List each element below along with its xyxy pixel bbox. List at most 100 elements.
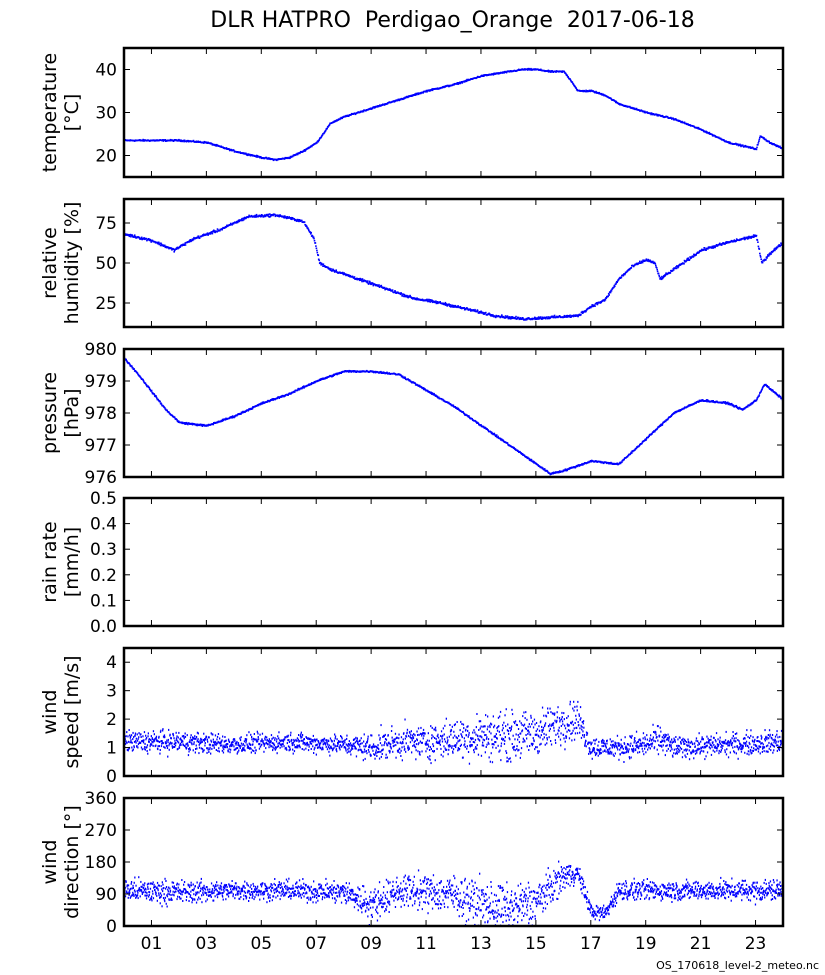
- data-point: [147, 735, 149, 738]
- data-point: [566, 74, 569, 77]
- data-point: [235, 221, 238, 224]
- data-point: [761, 388, 763, 390]
- data-point: [492, 314, 494, 316]
- data-point: [402, 293, 405, 296]
- data-point: [517, 450, 520, 452]
- data-point: [542, 467, 544, 469]
- data-point: [767, 386, 770, 388]
- data-point: [758, 394, 761, 396]
- data-point: [140, 376, 142, 379]
- data-point: [407, 96, 410, 98]
- data-point: [236, 752, 238, 755]
- data-point: [241, 412, 244, 414]
- data-point: [284, 736, 286, 739]
- data-point: [225, 225, 228, 228]
- data-point: [140, 236, 143, 239]
- data-point: [160, 242, 162, 245]
- data-point: [568, 316, 571, 318]
- data-point: [128, 235, 131, 238]
- data-point: [723, 139, 725, 141]
- data-point: [759, 254, 762, 257]
- data-point: [145, 734, 147, 737]
- data-point: [295, 738, 297, 741]
- data-point: [275, 740, 278, 743]
- data-point: [326, 127, 328, 130]
- data-point: [320, 262, 323, 265]
- data-point: [301, 748, 303, 750]
- data-point: [192, 749, 194, 752]
- data-point: [728, 142, 730, 145]
- data-point: [759, 391, 762, 393]
- data-point: [201, 747, 204, 750]
- data-point: [292, 155, 294, 158]
- data-point: [344, 273, 347, 276]
- data-point: [504, 315, 507, 317]
- data-point: [307, 228, 310, 231]
- data-point: [162, 140, 165, 142]
- data-point: [296, 740, 298, 742]
- data-point: [169, 733, 171, 736]
- data-point: [453, 83, 456, 86]
- data-point: [224, 736, 226, 738]
- data-point: [127, 749, 129, 752]
- data-point: [628, 269, 631, 271]
- data-point: [276, 397, 279, 400]
- data-point: [436, 301, 439, 303]
- data-point: [293, 744, 295, 746]
- data-point: [450, 305, 453, 307]
- data-point: [429, 90, 431, 92]
- data-point: [649, 112, 652, 114]
- data-point: [664, 273, 667, 276]
- data-point: [659, 425, 662, 427]
- data-point: [445, 304, 447, 306]
- data-point: [184, 735, 187, 738]
- data-point: [331, 374, 334, 377]
- data-point: [698, 400, 700, 403]
- data-point: [190, 738, 193, 741]
- data-point: [303, 748, 305, 751]
- data-point: [672, 268, 674, 270]
- y-axis-label: rain rate[mm/h]: [39, 521, 83, 602]
- data-point: [547, 317, 550, 320]
- data-point: [272, 736, 274, 739]
- data-point: [482, 75, 485, 77]
- data-point: [467, 416, 470, 418]
- data-point: [616, 281, 618, 284]
- data-point: [697, 127, 699, 130]
- y-tick-label: 0.3: [90, 540, 117, 560]
- data-point: [777, 395, 780, 398]
- data-point: [204, 744, 206, 747]
- data-point: [361, 278, 364, 280]
- data-point: [303, 387, 305, 389]
- data-point: [140, 746, 143, 749]
- data-point: [700, 249, 703, 252]
- data-point: [183, 422, 186, 424]
- data-point: [325, 129, 327, 132]
- data-point: [245, 741, 247, 744]
- data-point: [242, 743, 244, 745]
- data-point: [398, 99, 400, 102]
- data-point: [643, 111, 646, 114]
- data-point: [686, 259, 688, 261]
- data-point: [432, 394, 435, 396]
- data-point: [727, 141, 730, 143]
- data-point: [296, 389, 299, 392]
- data-point: [153, 733, 155, 736]
- data-point: [400, 374, 402, 377]
- data-point: [403, 376, 405, 379]
- data-point: [547, 70, 549, 73]
- data-point: [430, 299, 432, 301]
- data-point: [168, 247, 170, 250]
- y-tick-label: 30: [95, 104, 117, 124]
- data-point: [694, 402, 696, 405]
- data-point: [446, 303, 448, 306]
- data-point: [647, 258, 649, 261]
- data-point: [772, 389, 774, 392]
- data-point: [353, 277, 355, 279]
- data-point: [662, 422, 664, 425]
- data-point: [225, 147, 228, 149]
- data-point: [213, 741, 215, 744]
- data-point: [744, 144, 746, 147]
- data-point: [394, 290, 396, 292]
